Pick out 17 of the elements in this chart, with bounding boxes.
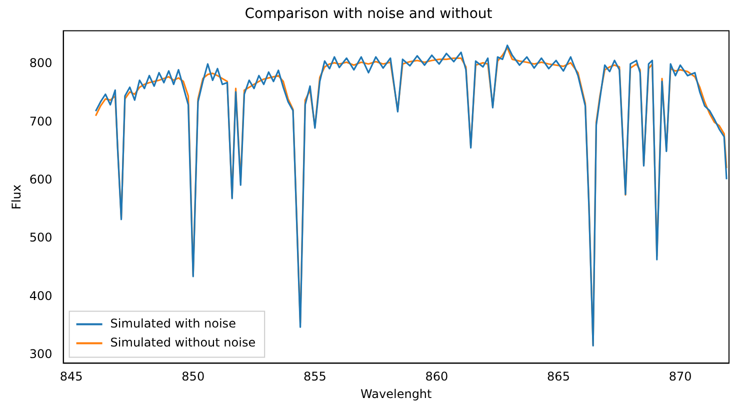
y-tick-label: 600: [29, 172, 52, 187]
y-tick-label: 800: [29, 56, 52, 70]
x-tick-label: 860: [425, 370, 448, 384]
x-axis-title: Wavelenght: [360, 386, 432, 401]
y-tick-label: 700: [29, 114, 52, 128]
y-tick-label: 400: [29, 288, 52, 303]
x-tick-label: 850: [182, 370, 205, 384]
x-tick-label: 865: [547, 370, 570, 384]
y-tick-label: 300: [29, 347, 52, 362]
x-tick-label: 870: [668, 370, 692, 384]
x-tick-label: 845: [60, 370, 83, 384]
legend-label: Simulated with noise: [110, 316, 236, 330]
y-axis-title: Flux: [9, 184, 24, 210]
y-tick-label: 500: [29, 230, 52, 245]
x-tick-label: 855: [303, 370, 326, 384]
chart-title: Comparison with noise and without: [244, 6, 493, 22]
legend-label: Simulated without noise: [110, 335, 256, 350]
